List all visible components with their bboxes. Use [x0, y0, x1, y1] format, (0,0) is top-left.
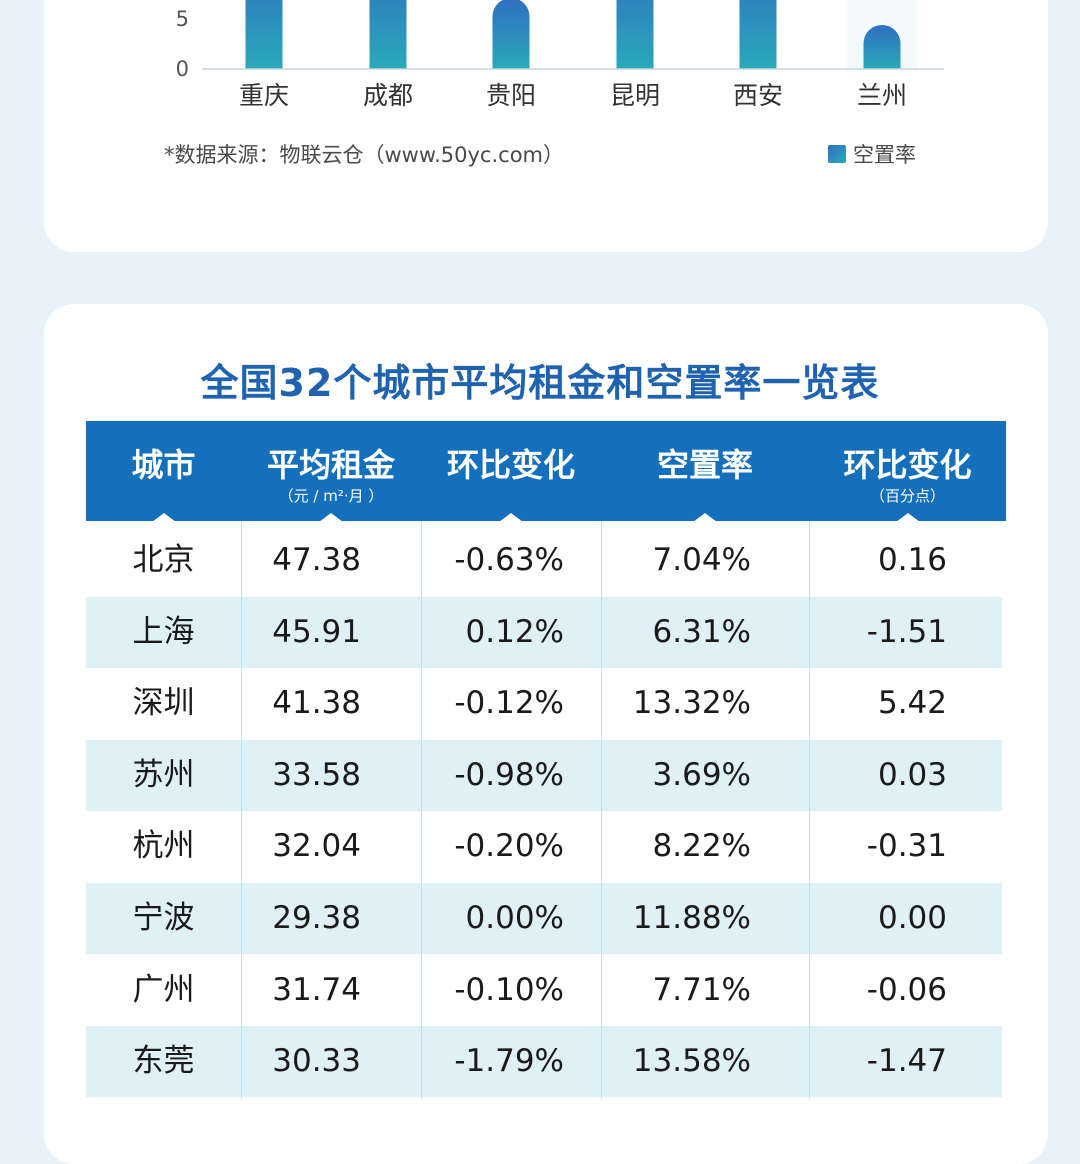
x-tick-label: 昆明 [610, 81, 660, 110]
table-row: 广州 31.74 -0.10% 7.71% -0.06 [86, 955, 1002, 1026]
table-row: 深圳 41.38 -0.12% 13.32% 5.42 [86, 668, 1002, 739]
cell-avg-rent: 33.58 [272, 756, 361, 793]
column-divider [241, 521, 242, 1099]
cell-rent-change: -0.12% [454, 685, 564, 722]
header-avg-rent-label: 平均租金 [266, 446, 395, 484]
cell-vacancy: 13.32% [632, 685, 751, 722]
cell-vacancy-change: -0.06 [866, 971, 947, 1008]
header-notch [151, 513, 176, 522]
cell-avg-rent: 30.33 [272, 1043, 361, 1080]
header-notch [499, 513, 523, 522]
bar-成都 [369, 0, 407, 69]
cell-city: 东莞 [132, 1043, 195, 1080]
cell-vacancy-change: 0.00 [877, 900, 947, 936]
header-vacancy-label: 空置率 [656, 446, 753, 484]
header-rent-change-label: 环比变化 [446, 446, 575, 484]
x-tick-label: 兰州 [857, 81, 907, 110]
cell-rent-change: -0.20% [454, 828, 564, 865]
x-tick-label: 重庆 [239, 81, 289, 110]
vacancy-bar-chart: 5 0 重庆 成都 贵阳 昆明 西安 兰州 [176, 0, 944, 110]
cell-city: 苏州 [132, 756, 195, 793]
cell-avg-rent: 31.74 [272, 971, 361, 1008]
cell-vacancy: 13.58% [632, 1043, 751, 1080]
header-city: 城市 [86, 421, 241, 522]
header-rent-change: 环比变化 [421, 421, 601, 522]
cell-rent-change: 0.00% [465, 900, 564, 936]
header-vacancy-change: 环比变化 （百分点） [809, 421, 1006, 522]
bar-兰州 [863, 25, 901, 70]
cell-rent-change: -0.10% [454, 971, 564, 1008]
cell-rent-change: -0.63% [454, 542, 564, 578]
table-title: 全国32个城市平均租金和空置率一览表 [200, 361, 880, 405]
cell-vacancy: 11.88% [632, 900, 751, 936]
cell-vacancy-change: 0.03 [877, 756, 947, 793]
table-row: 宁波 29.38 0.00% 11.88% 0.00 [86, 883, 1002, 954]
header-avg-rent-unit: （元 / m²·月 ） [278, 487, 384, 505]
header-vacancy-change-unit: （百分点） [869, 487, 945, 505]
header-notch [319, 513, 343, 522]
header-avg-rent: 平均租金 （元 / m²·月 ） [241, 421, 421, 522]
chart-legend: 空置率 [828, 139, 916, 169]
cell-avg-rent: 32.04 [272, 828, 361, 865]
header-vacancy: 空置率 [601, 421, 809, 522]
column-divider [601, 521, 602, 1099]
cell-vacancy-change: 5.42 [877, 685, 947, 722]
cell-rent-change: 0.12% [465, 613, 564, 650]
bar-贵阳 [492, 0, 530, 69]
legend-label: 空置率 [853, 143, 916, 167]
table-header: 城市 平均租金 （元 / m²·月 ） 环比变化 空置率 环比变化 （百分点） [86, 421, 1006, 522]
legend-swatch [828, 145, 846, 163]
bar-昆明 [616, 0, 654, 69]
cell-vacancy-change: -0.31 [866, 828, 947, 865]
header-vacancy-change-label: 环比变化 [843, 446, 972, 484]
cell-rent-change: -0.98% [454, 756, 564, 793]
x-tick-label: 贵阳 [486, 81, 536, 110]
column-divider [421, 521, 422, 1099]
cell-rent-change: -1.79% [454, 1043, 564, 1080]
x-tick-label: 成都 [363, 81, 413, 110]
cell-city: 北京 [132, 542, 195, 578]
cell-vacancy: 6.31% [652, 613, 751, 650]
cell-vacancy-change: 0.16 [877, 542, 947, 578]
bar-重庆 [245, 0, 283, 69]
cell-avg-rent: 29.38 [272, 900, 361, 936]
table-row: 东莞 30.33 -1.79% 13.58% -1.47 [86, 1026, 1002, 1098]
cell-vacancy: 7.04% [652, 542, 751, 578]
column-divider [809, 521, 810, 1099]
cell-city: 深圳 [132, 685, 195, 722]
data-source-note: *数据来源：物联云仓（www.50yc.com） [164, 143, 564, 167]
table-row: 苏州 33.58 -0.98% 3.69% 0.03 [86, 739, 1002, 811]
cell-vacancy-change: -1.51 [866, 613, 947, 650]
cell-city: 上海 [132, 613, 195, 650]
y-tick-label: 5 [176, 7, 189, 31]
header-notch [693, 513, 717, 522]
cell-vacancy: 8.22% [652, 828, 751, 865]
cell-city: 宁波 [132, 900, 195, 936]
y-tick-label: 0 [176, 57, 189, 81]
cell-avg-rent: 45.91 [272, 613, 361, 650]
cell-vacancy: 3.69% [652, 756, 751, 793]
cell-city: 广州 [132, 971, 195, 1008]
table-row: 杭州 32.04 -0.20% 8.22% -0.31 [86, 811, 1002, 882]
header-notch [895, 513, 920, 522]
cell-avg-rent: 41.38 [272, 685, 361, 722]
table-row: 上海 45.91 0.12% 6.31% -1.51 [86, 596, 1002, 668]
table-row: 北京 47.38 -0.63% 7.04% 0.16 [86, 525, 1002, 596]
bar-西安 [739, 0, 777, 69]
x-tick-label: 西安 [733, 81, 783, 110]
header-city-label: 城市 [131, 446, 196, 484]
cell-vacancy-change: -1.47 [866, 1043, 947, 1080]
cell-vacancy: 7.71% [652, 971, 751, 1008]
cell-avg-rent: 47.38 [272, 542, 361, 578]
table-body: 北京 47.38 -0.63% 7.04% 0.16 上海 45.91 0.12% 6.31% -… [86, 525, 1002, 1099]
cell-city: 杭州 [132, 828, 195, 865]
